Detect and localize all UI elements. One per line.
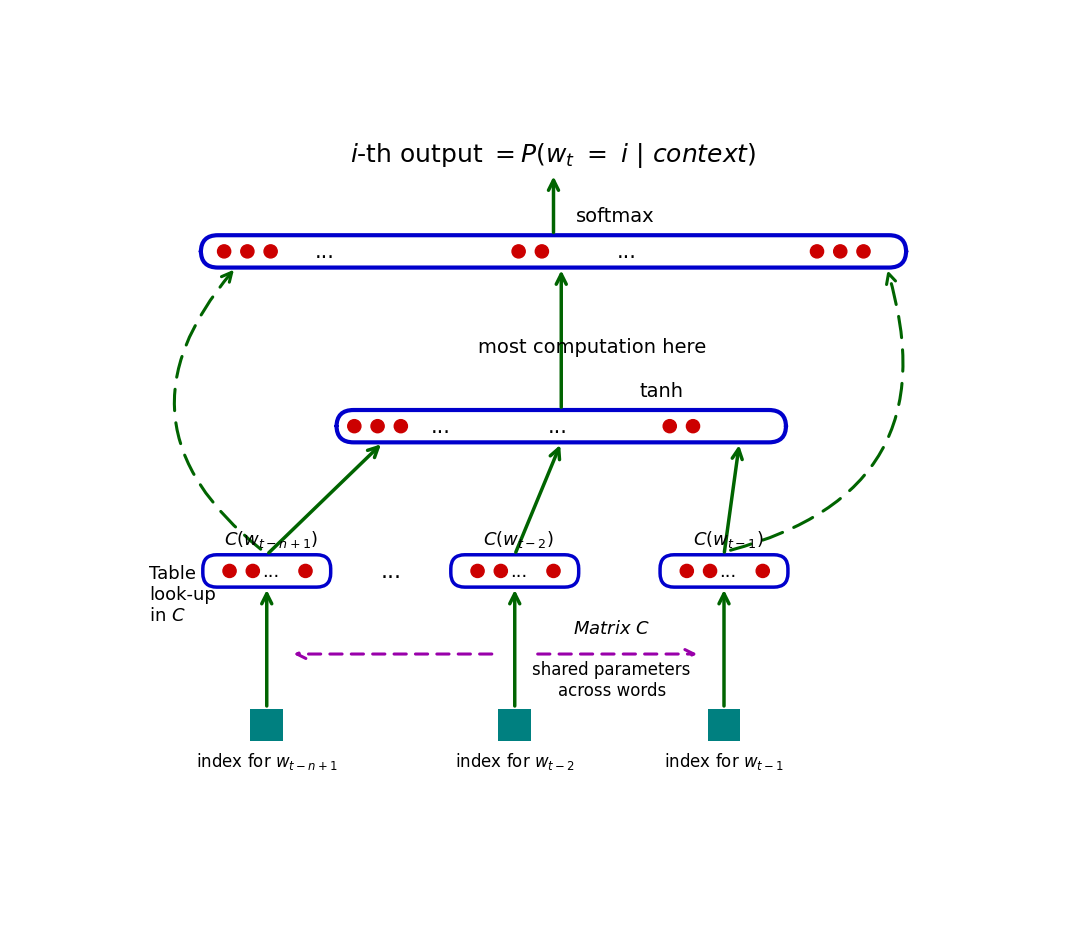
Text: Matrix $C$: Matrix $C$ <box>573 619 650 638</box>
Text: ...: ... <box>617 242 637 262</box>
Circle shape <box>512 246 525 259</box>
FancyBboxPatch shape <box>201 236 906 268</box>
Text: $C(w_{t-n+1})$: $C(w_{t-n+1})$ <box>224 528 318 549</box>
Circle shape <box>687 420 700 433</box>
Text: index for $w_{t-2}$: index for $w_{t-2}$ <box>455 751 575 771</box>
Circle shape <box>834 246 847 259</box>
Text: ...: ... <box>510 562 527 580</box>
Text: index for $w_{t-1}$: index for $w_{t-1}$ <box>664 751 784 771</box>
Text: ...: ... <box>431 417 451 437</box>
Circle shape <box>471 565 484 578</box>
Circle shape <box>246 565 259 578</box>
Circle shape <box>756 565 769 578</box>
FancyBboxPatch shape <box>450 555 579 587</box>
Text: tanh: tanh <box>640 381 684 401</box>
Text: ...: ... <box>719 562 737 580</box>
FancyBboxPatch shape <box>251 709 283 741</box>
Circle shape <box>536 246 549 259</box>
Circle shape <box>703 565 717 578</box>
Circle shape <box>663 420 676 433</box>
FancyBboxPatch shape <box>337 410 786 443</box>
Text: $C(w_{t-2})$: $C(w_{t-2})$ <box>483 528 554 549</box>
Text: most computation here: most computation here <box>478 338 706 357</box>
FancyBboxPatch shape <box>660 555 788 587</box>
Circle shape <box>394 420 407 433</box>
Text: Table
look-up
in $C$: Table look-up in $C$ <box>149 564 216 625</box>
Circle shape <box>546 565 561 578</box>
Text: $i$-th output $= P(w_t ~=~ i~|~\mathit{context})$: $i$-th output $= P(w_t ~=~ i~|~\mathit{c… <box>350 141 757 170</box>
Circle shape <box>222 565 237 578</box>
Circle shape <box>680 565 693 578</box>
FancyBboxPatch shape <box>203 555 330 587</box>
Circle shape <box>241 246 254 259</box>
FancyBboxPatch shape <box>499 709 531 741</box>
Text: shared parameters
across words: shared parameters across words <box>532 661 691 699</box>
Text: ...: ... <box>315 242 335 262</box>
Circle shape <box>217 246 231 259</box>
Circle shape <box>495 565 508 578</box>
Text: ...: ... <box>262 562 280 580</box>
FancyBboxPatch shape <box>707 709 740 741</box>
Text: softmax: softmax <box>577 207 654 226</box>
Circle shape <box>810 246 824 259</box>
Text: index for $w_{t-n+1}$: index for $w_{t-n+1}$ <box>195 751 338 771</box>
Text: ...: ... <box>548 417 567 437</box>
Text: ...: ... <box>380 561 402 581</box>
Text: $C(w_{t-1})$: $C(w_{t-1})$ <box>692 528 764 549</box>
Circle shape <box>299 565 312 578</box>
Circle shape <box>264 246 278 259</box>
Circle shape <box>856 246 870 259</box>
Circle shape <box>348 420 361 433</box>
Circle shape <box>372 420 384 433</box>
